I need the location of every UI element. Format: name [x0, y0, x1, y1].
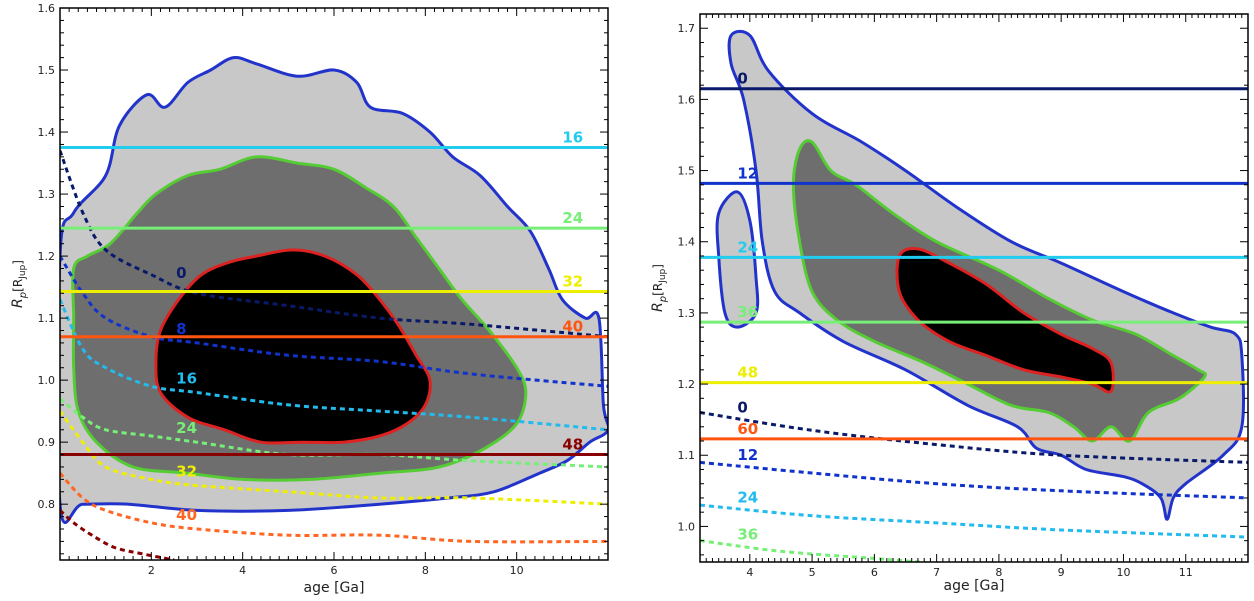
x-tick-label: 8	[422, 564, 429, 577]
plot-area: 0 12 24 36 0 12 24 36 48 60	[700, 29, 1248, 562]
ticks	[59, 7, 609, 560]
dashed-curve-label: 24	[176, 419, 197, 437]
x-tick-label: 11	[1179, 566, 1193, 579]
y-axis-label-part: ]	[651, 264, 665, 269]
x-tick-label: 7	[933, 566, 940, 579]
y-axis-label-part: R	[10, 298, 26, 308]
y-axis-label: Rp[RJup]	[650, 264, 669, 312]
x-tick-label: 10	[1116, 566, 1130, 579]
x-tick-label: 5	[809, 566, 816, 579]
y-tick-label: 0.8	[38, 498, 56, 511]
x-tick-label: 2	[148, 564, 155, 577]
dashed-curve-0	[700, 411, 1248, 464]
horizontal-line-label: 24	[737, 238, 758, 256]
plot-area: 0 8 16 24 32 40 16 24 32 40 48	[60, 55, 608, 560]
dashed-curve-unlabeled	[60, 509, 175, 560]
y-tick-label: 1.2	[678, 378, 696, 391]
dashed-curve-12	[700, 460, 1248, 500]
x-tick-label: 10	[510, 564, 524, 577]
dashed-curve-label: 8	[176, 320, 186, 338]
y-tick-label: 1.4	[38, 126, 56, 139]
y-axis-label-part: Jup	[658, 268, 668, 283]
dashed-curve-label: 36	[737, 526, 758, 544]
ticks	[699, 13, 1249, 562]
y-axis-label-part: [R	[11, 279, 25, 292]
y-axis-label-part: [R	[651, 283, 665, 296]
y-axis-label: Rp[RJup]	[10, 260, 29, 308]
y-tick-label: 1.0	[38, 374, 56, 387]
y-tick-label: 1.6	[38, 2, 56, 15]
dashed-curve-36	[700, 539, 937, 562]
chart-panel-right: 0 12 24 36 0 12 24 36 48 60 4 5 6 7 8 9 10 11 1.0 1.1 1.2 1.3…	[650, 13, 1249, 594]
y-axis-label-part: ]	[11, 260, 25, 265]
x-tick-label: 8	[995, 566, 1002, 579]
x-tick-label: 4	[239, 564, 246, 577]
horizontal-line-label: 0	[737, 70, 747, 88]
dashed-curve-label: 24	[737, 489, 758, 507]
y-tick-label: 1.7	[678, 22, 696, 35]
x-tick-label: 6	[331, 564, 338, 577]
y-axis-label-part: R	[650, 302, 666, 312]
x-tick-label: 4	[746, 566, 753, 579]
y-axis-label-part: Jup	[18, 264, 28, 279]
y-tick-label: 1.4	[678, 236, 696, 249]
y-tick-label: 1.5	[38, 64, 56, 77]
dashed-curve-24	[60, 397, 608, 469]
y-tick-label: 0.9	[38, 436, 56, 449]
dashed-curve-label: 16	[176, 369, 197, 387]
y-axis-label-part: p	[658, 296, 669, 303]
horizontal-line-label: 40	[562, 318, 583, 336]
horizontal-line-label: 48	[737, 364, 758, 382]
y-tick-label: 1.6	[678, 93, 696, 106]
y-tick-label: 1.5	[678, 165, 696, 178]
contour-inner	[154, 248, 432, 445]
dashed-curve-label: 0	[176, 264, 186, 282]
dashed-curve-40	[60, 472, 608, 544]
y-tick-label: 1.3	[38, 188, 56, 201]
horizontal-line-label: 48	[562, 436, 583, 454]
dashed-curve-label: 0	[737, 398, 747, 416]
y-tick-label: 1.0	[678, 520, 696, 533]
x-tick-label: 6	[871, 566, 878, 579]
y-tick-label: 1.1	[38, 312, 56, 325]
x-axis-label: age [Ga]	[944, 578, 1005, 594]
y-tick-label: 1.3	[678, 307, 696, 320]
y-tick-label: 1.1	[678, 449, 696, 462]
horizontal-line-label: 16	[562, 129, 583, 147]
dashed-curve-label: 40	[176, 506, 197, 524]
contour-middle	[791, 139, 1207, 443]
horizontal-line-label: 24	[562, 209, 583, 227]
horizontal-line-label: 36	[737, 303, 758, 321]
horizontal-line-label: 60	[737, 420, 758, 438]
contour-inner	[895, 247, 1115, 394]
horizontal-line-label: 32	[562, 272, 583, 290]
contour-island	[715, 190, 760, 329]
y-tick-label: 1.2	[38, 250, 56, 263]
dashed-curve-label: 12	[737, 446, 758, 464]
y-axis-label-part: p	[18, 292, 29, 299]
horizontal-line-label: 12	[737, 164, 758, 182]
dashed-curve-label: 32	[176, 462, 197, 480]
dashed-curve-0	[60, 150, 608, 339]
x-tick-label: 9	[1058, 566, 1065, 579]
dashed-curve-24	[700, 503, 1248, 539]
x-axis-label: age [Ga]	[304, 580, 365, 596]
dashed-curve-8	[60, 255, 608, 388]
